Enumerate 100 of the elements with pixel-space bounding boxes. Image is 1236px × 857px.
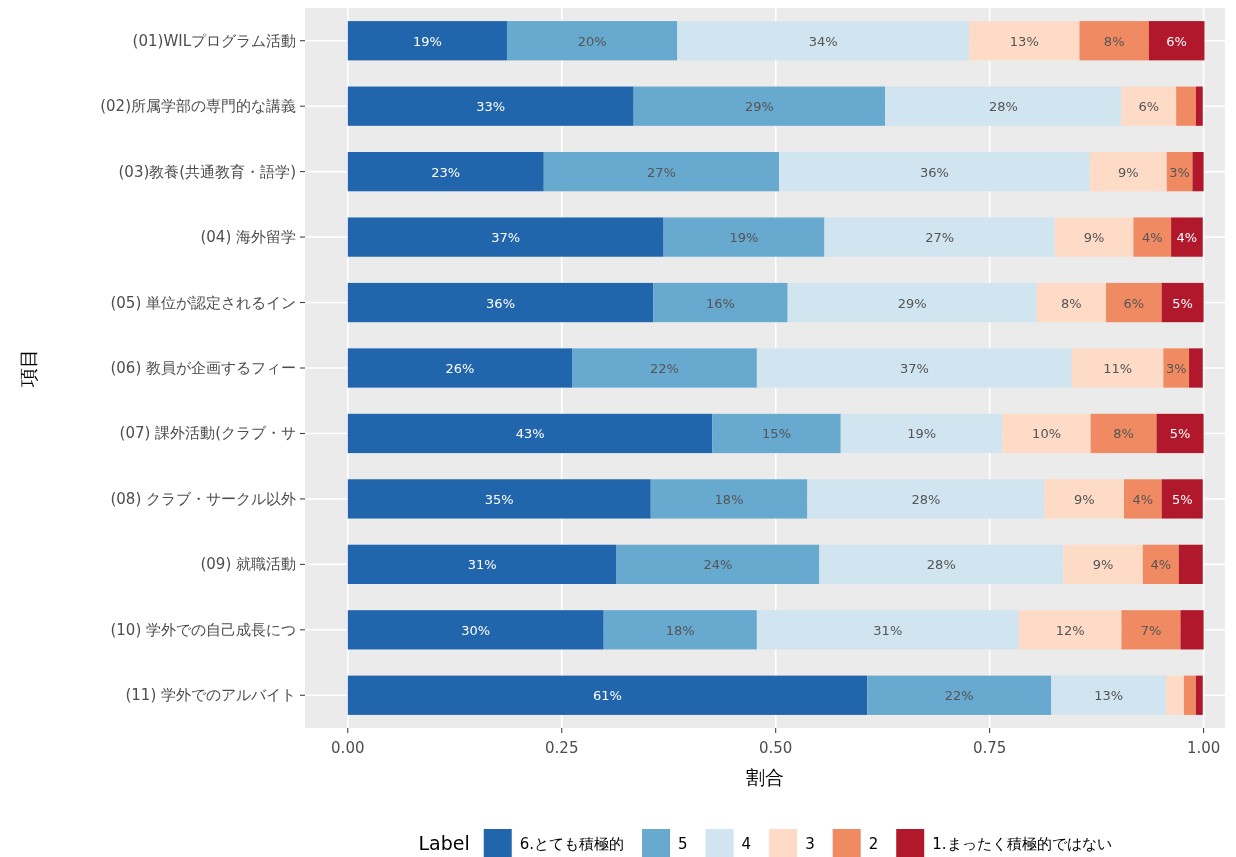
bar — [1195, 86, 1203, 126]
bar — [1176, 86, 1196, 126]
data-label: 19% — [729, 230, 759, 246]
data-label: 4% — [1132, 491, 1154, 507]
bar — [347, 86, 634, 126]
legend-label: 2 — [868, 835, 879, 853]
bar — [1148, 21, 1205, 61]
data-label: 12% — [1055, 622, 1085, 638]
bar — [787, 282, 1037, 323]
bar — [1121, 86, 1177, 126]
data-label: 28% — [911, 491, 941, 507]
data-label: 43% — [515, 426, 545, 442]
bar — [1163, 348, 1190, 388]
data-label: 5% — [1171, 491, 1193, 507]
data-label: 3% — [1165, 361, 1187, 376]
data-label: 18% — [665, 622, 695, 638]
bar — [506, 21, 678, 61]
y-tick-label: (10) 学外での自己成長につ — [110, 620, 296, 639]
legend-label: 1.まったく積極的ではない — [932, 835, 1112, 853]
bar — [1161, 479, 1203, 519]
bar — [347, 152, 544, 192]
data-label: 7% — [1140, 622, 1162, 638]
bar — [347, 348, 573, 388]
bar — [347, 282, 654, 323]
bar — [824, 217, 1055, 257]
bar — [572, 348, 757, 388]
data-label: 9% — [1117, 164, 1139, 180]
bar — [969, 21, 1080, 61]
bar — [1079, 21, 1149, 61]
bar — [1044, 479, 1125, 519]
data-label: 5% — [1169, 426, 1191, 442]
bar — [1165, 675, 1184, 715]
x-tick-label: 1.00 — [1186, 739, 1221, 757]
data-label: 19% — [412, 33, 442, 49]
data-label: 22% — [944, 688, 974, 704]
y-tick-label: (02)所属学部の専門的な講義 — [100, 97, 296, 116]
data-label: 36% — [486, 295, 516, 311]
y-tick-label: (06) 教員が企画するフィー — [110, 359, 296, 377]
bar — [1018, 610, 1122, 650]
y-tick-label: (11) 学外でのアルバイト — [125, 686, 296, 705]
data-label: 4% — [1141, 230, 1163, 246]
bar — [543, 152, 780, 192]
bar — [347, 413, 713, 454]
y-tick-label: (09) 就職活動 — [200, 555, 296, 574]
data-label: 37% — [899, 361, 929, 376]
data-label: 34% — [808, 33, 838, 49]
data-label: 9% — [1092, 557, 1114, 573]
y-tick-label: (08) クラブ・サークル以外 — [110, 489, 296, 508]
bar — [1002, 413, 1091, 454]
bar — [603, 610, 757, 650]
bar — [347, 217, 664, 257]
data-label: 8% — [1103, 33, 1125, 49]
data-label: 9% — [1073, 491, 1095, 507]
data-label: 8% — [1113, 426, 1134, 442]
data-label: 18% — [714, 491, 744, 507]
bar — [779, 152, 1090, 192]
bar — [1192, 152, 1204, 192]
data-label: 9% — [1083, 230, 1105, 246]
data-label: 15% — [762, 426, 792, 442]
data-label: 3% — [1169, 164, 1190, 180]
bar — [1089, 152, 1167, 192]
bar — [1156, 413, 1204, 454]
bar — [885, 86, 1122, 126]
bar — [1180, 610, 1204, 650]
bar — [1054, 217, 1134, 257]
y-tick-label: (05) 単位が認定されるイン — [110, 293, 296, 312]
data-label: 13% — [1009, 33, 1039, 49]
bar — [1090, 413, 1157, 454]
bar — [1195, 675, 1203, 715]
data-label: 24% — [703, 557, 733, 573]
data-label: 35% — [484, 491, 514, 507]
x-tick-label: 0.25 — [545, 739, 579, 757]
legend-label: 3 — [805, 835, 815, 853]
data-label: 20% — [577, 33, 607, 49]
data-label: 31% — [467, 557, 497, 573]
data-label: 61% — [593, 688, 622, 704]
data-label: 6% — [1166, 33, 1187, 49]
data-label: 31% — [873, 622, 903, 638]
data-label: 27% — [646, 164, 676, 180]
bar — [650, 479, 808, 519]
bar — [677, 21, 970, 61]
bar — [1063, 544, 1143, 584]
legend-label: 5 — [678, 835, 688, 853]
bar — [1106, 282, 1162, 323]
x-tick-label: 0.00 — [331, 739, 365, 757]
y-tick-label: (04) 海外留学 — [200, 228, 296, 247]
bar — [1121, 610, 1181, 650]
data-label: 33% — [476, 99, 506, 115]
bar — [347, 21, 507, 61]
y-tick-label: (01)WILプログラム活動 — [132, 31, 296, 50]
bar — [1142, 544, 1179, 584]
data-label: 37% — [491, 230, 521, 246]
data-label: 13% — [1094, 688, 1124, 704]
bar — [807, 479, 1045, 519]
x-tick-label: 0.75 — [972, 739, 1007, 757]
bar — [840, 413, 1003, 454]
bar — [347, 610, 604, 650]
bar — [347, 675, 868, 715]
data-label: 11% — [1103, 361, 1133, 376]
bar — [867, 675, 1052, 715]
